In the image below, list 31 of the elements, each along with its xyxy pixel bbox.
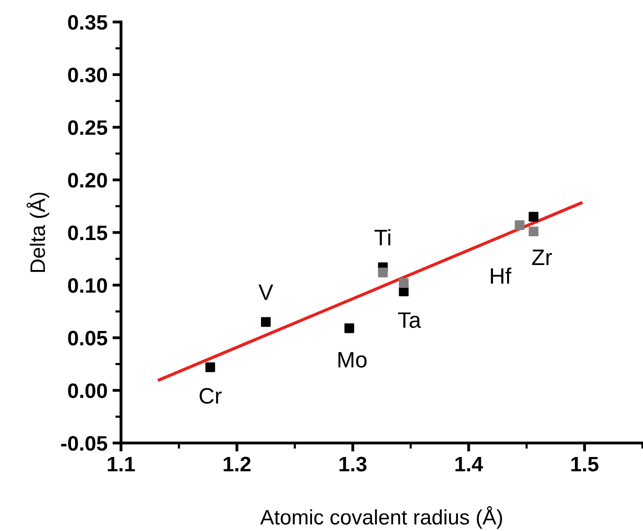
x-tick-label: 1.4 [455, 456, 484, 472]
y-axis-title: Delta (Å) [26, 192, 50, 272]
y-tick-label: 0.35 [68, 15, 108, 30]
y-tick-label: 0.30 [68, 68, 107, 82]
annotation: Ti [374, 229, 390, 246]
annotation: Ta [398, 312, 422, 328]
x-tick-label: 1.3 [340, 456, 366, 472]
annotation: V [258, 284, 274, 300]
x-tick-label: 1.5 [571, 456, 598, 472]
annotation: Cr [200, 388, 222, 404]
y-tick-label: 0.10 [68, 278, 107, 293]
y-tick-label: 0.20 [68, 172, 107, 188]
point [528, 212, 538, 222]
y-tick-label: -0.05 [61, 436, 108, 451]
y-tick-label: 0.05 [68, 330, 108, 346]
point [205, 362, 216, 372]
x-tick-label: 1.2 [224, 456, 251, 472]
point [378, 268, 388, 278]
point [260, 317, 271, 327]
point [514, 220, 524, 230]
point [344, 323, 354, 334]
annotation: Mo [338, 352, 367, 368]
x-tick-label: 1.1 [108, 456, 135, 472]
annotation: Hf [490, 268, 512, 284]
point [528, 226, 538, 236]
annotation: Zr [532, 250, 552, 265]
y-tick-label: 0.15 [68, 226, 108, 240]
x-axis-title: Atomic covalent radius (Å) [260, 506, 502, 529]
y-tick-label: 0.25 [68, 120, 108, 136]
point [398, 278, 409, 288]
y-tick-label: 0.00 [68, 383, 107, 398]
